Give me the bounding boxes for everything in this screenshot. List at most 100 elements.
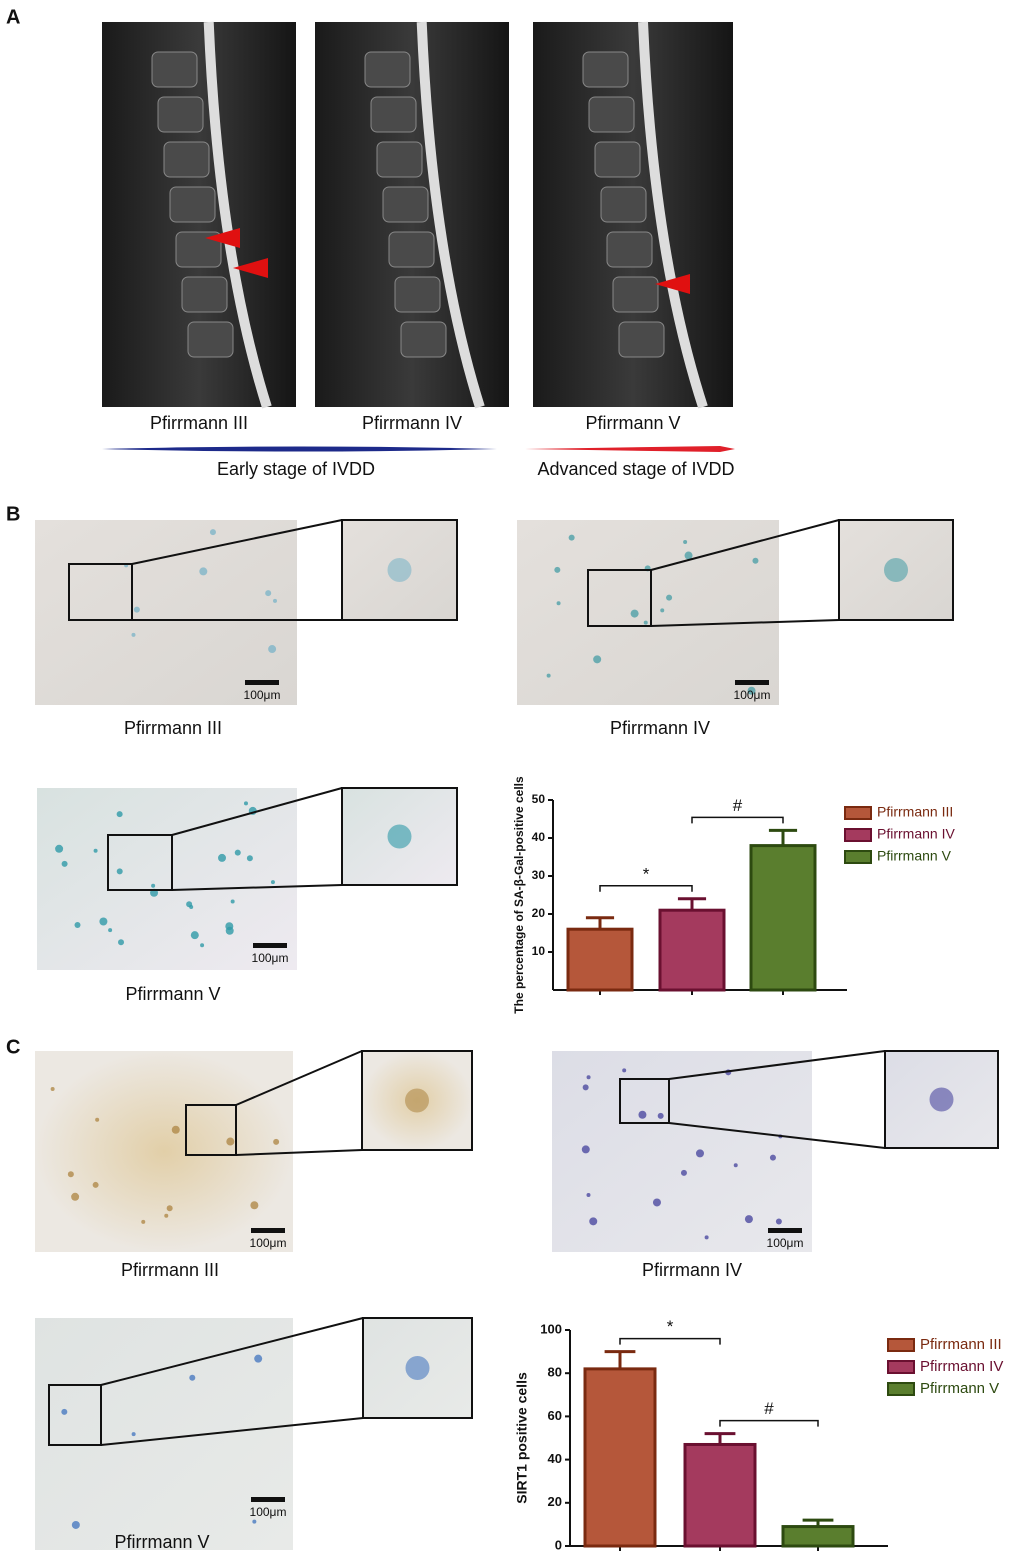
panel-label: A	[6, 6, 20, 28]
significance-mark: *	[643, 864, 650, 883]
scale-bar	[253, 943, 287, 948]
zoom-line	[100, 1417, 364, 1446]
cell	[50, 1087, 55, 1092]
legend-label: Pfirrmann IV	[877, 826, 955, 842]
zoom-cell	[884, 558, 908, 582]
vertebra	[588, 96, 635, 133]
zoom-cell	[405, 1356, 430, 1380]
arrowhead	[655, 274, 690, 294]
arrowhead	[205, 228, 240, 248]
cell	[225, 926, 234, 935]
bar	[658, 908, 726, 992]
cell	[273, 1138, 280, 1145]
cell	[218, 853, 227, 862]
cell	[189, 1374, 196, 1381]
image-caption: Pfirrmann IV	[642, 1260, 742, 1280]
micrograph	[517, 520, 779, 705]
cell	[246, 855, 253, 862]
vertebra	[606, 231, 653, 268]
significance-mark: *	[667, 1317, 674, 1336]
vertebra	[175, 231, 222, 268]
vertebra	[163, 141, 210, 178]
cell	[118, 939, 125, 946]
zoom-box	[48, 1384, 102, 1446]
cell	[171, 1125, 180, 1134]
stage-wedge	[102, 446, 497, 452]
zoom-line	[171, 884, 343, 891]
cell	[657, 1112, 664, 1119]
stage-label: Advanced stage of IVDD	[537, 459, 734, 479]
cell	[190, 931, 199, 940]
y-tick-label: 20	[532, 906, 546, 920]
scale-bar-label: 100μm	[734, 688, 771, 702]
cell	[683, 540, 688, 545]
image-caption: Pfirrmann III	[124, 718, 222, 738]
image-caption: Pfirrmann V	[114, 1532, 209, 1552]
cell	[582, 1084, 589, 1091]
vertebra	[364, 51, 411, 88]
cell	[643, 620, 648, 625]
panel-label: B	[6, 503, 20, 525]
cell	[226, 1137, 235, 1146]
cell	[660, 608, 665, 613]
legend-label: Pfirrmann IV	[920, 1358, 1003, 1375]
cell	[166, 1205, 173, 1212]
cell	[71, 1520, 80, 1529]
legend-label: Pfirrmann III	[920, 1336, 1002, 1353]
significance-bracket	[691, 816, 784, 824]
cell	[769, 1154, 776, 1161]
zoom-box	[107, 834, 173, 891]
cell	[268, 645, 277, 654]
scale-bar-label: 100μm	[767, 1236, 804, 1250]
cell	[199, 567, 208, 576]
spinal-canal	[416, 21, 485, 409]
zoom-cell	[387, 558, 412, 582]
spinal-canal	[638, 21, 708, 409]
zoom-cell	[929, 1087, 954, 1112]
cell	[93, 848, 98, 853]
bar	[583, 1367, 657, 1548]
significance-bracket	[619, 1337, 721, 1345]
scale-bar-label: 100μm	[250, 1505, 287, 1519]
cell	[265, 590, 272, 597]
vertebra	[582, 51, 629, 88]
vertebra	[600, 186, 647, 223]
cell	[243, 801, 248, 806]
bar	[683, 1442, 757, 1548]
vertebra	[612, 276, 659, 313]
cell	[74, 921, 81, 928]
cell	[131, 1432, 136, 1437]
cell	[704, 1235, 709, 1240]
cell	[61, 860, 68, 867]
bar	[781, 1525, 855, 1548]
cell	[270, 880, 275, 885]
vertebra	[187, 321, 234, 358]
zoom-box	[185, 1104, 237, 1156]
cell	[254, 1354, 263, 1363]
significance-bracket	[719, 1419, 819, 1427]
cell	[554, 566, 561, 573]
cell	[273, 598, 278, 603]
legend-swatch	[844, 828, 872, 842]
y-tick-label: 10	[532, 944, 546, 958]
y-axis-label: SIRT1 positive cells	[514, 1372, 530, 1504]
cell	[116, 811, 123, 818]
zoom-line	[668, 1050, 886, 1080]
cell	[593, 655, 602, 664]
y-tick-label: 0	[555, 1537, 562, 1552]
zoom-line	[131, 519, 343, 565]
cell	[666, 594, 673, 601]
zoom-box	[68, 563, 133, 621]
cell	[568, 534, 575, 541]
vertebra	[400, 321, 447, 358]
cell	[733, 1163, 738, 1168]
cell	[67, 1171, 74, 1178]
y-tick-label: 20	[548, 1494, 562, 1509]
cell	[200, 943, 205, 948]
y-tick-label: 40	[548, 1451, 562, 1466]
cell	[252, 1519, 257, 1524]
zoom-cell	[387, 824, 412, 849]
cell	[589, 1217, 598, 1226]
panel-label: C	[6, 1036, 20, 1058]
